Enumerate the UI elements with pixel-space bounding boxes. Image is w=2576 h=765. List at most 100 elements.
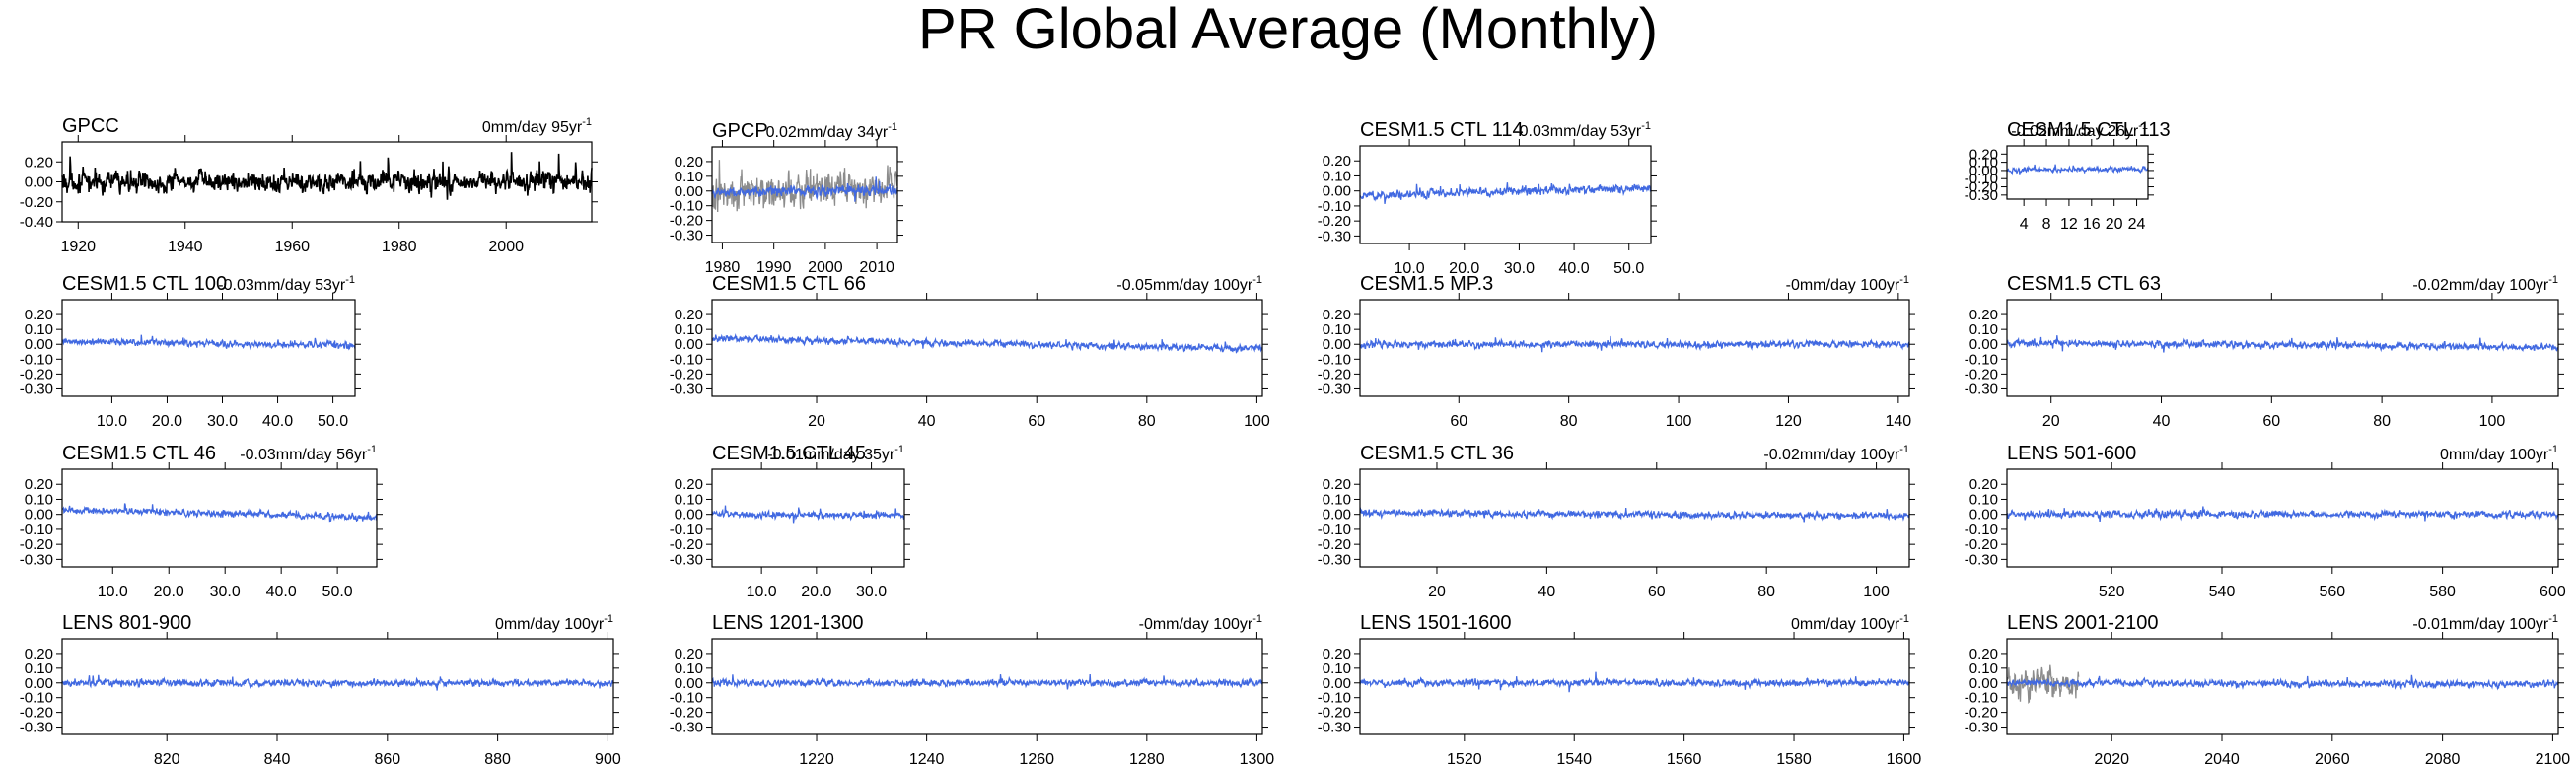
- y-tick-label: -0.30: [670, 228, 703, 244]
- panel-title: CESM1.5 CTL 66: [712, 273, 866, 295]
- trend-exponent: -1: [582, 116, 592, 128]
- y-tick-label: 0.00: [25, 174, 53, 191]
- x-tick-label: 2010: [859, 259, 894, 276]
- panel-14: 0.200.100.00-0.10-0.20-0.30 1520 1540 1560 1…: [1318, 612, 1922, 765]
- y-tick-label: -0.20: [670, 536, 703, 553]
- y-tick-label: -0.10: [20, 522, 53, 538]
- y-tick-label: -0.20: [1965, 536, 1998, 553]
- trend-exponent: -1: [604, 613, 613, 625]
- x-tick-label: 520: [2099, 584, 2125, 600]
- x-tick-label: 1300: [1240, 751, 1275, 765]
- series-line-0: [1359, 507, 1910, 523]
- series-line-0: [61, 503, 378, 523]
- y-tick-label: 0.10: [1323, 491, 1351, 508]
- y-tick-label: -0.30: [1965, 381, 1998, 397]
- series-line-0: [61, 152, 593, 200]
- x-tick-label: 20.0: [154, 584, 184, 600]
- series-line-0: [1359, 182, 1652, 204]
- series-line-0: [61, 334, 356, 351]
- y-tick-label: -0.30: [1318, 720, 1351, 736]
- x-tick-label: 2000: [488, 239, 524, 255]
- x-tick-label: 840: [264, 751, 291, 765]
- panel-title: CESM1.5 CTL 113: [2007, 119, 2171, 141]
- y-tick-label: 0.00: [1969, 336, 1998, 353]
- x-tick-label: 10.0: [98, 584, 128, 600]
- trend-label: -0.03mm/day 53yr-1: [218, 274, 355, 294]
- x-tick-label: 30.0: [207, 413, 238, 430]
- x-tick-label: 10.0: [97, 413, 127, 430]
- y-tick-label: -0.10: [670, 198, 703, 215]
- plot-frame: [711, 638, 1263, 735]
- panel-6: 0.200.100.00-0.10-0.20-0.30 60 80 100 120 140…: [1318, 273, 1915, 430]
- trend-exponent: -1: [345, 274, 355, 286]
- trend-label: 0.02mm/day 34yr-1: [766, 121, 897, 141]
- y-tick-label: 0.10: [1323, 661, 1351, 677]
- y-tick-label: 0.00: [675, 675, 703, 692]
- y-tick-label: 0.20: [675, 476, 703, 493]
- x-tick-label: 900: [595, 751, 621, 765]
- x-tick-label: 80: [1138, 413, 1156, 430]
- x-tick-label: 20: [1428, 584, 1446, 600]
- x-tick-label: 1260: [1019, 751, 1054, 765]
- panel-5: 0.200.100.00-0.10-0.20-0.30 20 40 60 80 100 CE…: [670, 273, 1270, 430]
- y-tick-label: -0.10: [1318, 690, 1351, 707]
- trend-label: -0.02mm/day 100yr-1: [2412, 274, 2558, 294]
- x-tick-label: 50.0: [318, 413, 348, 430]
- x-tick-label: 10.0: [1395, 260, 1425, 277]
- trend-label: -0.01mm/day 35yr-1: [767, 444, 904, 463]
- x-tick-label: 580: [2429, 584, 2456, 600]
- x-tick-label: 1560: [1667, 751, 1702, 765]
- y-tick-label: 0.00: [675, 183, 703, 200]
- x-tick-label: 1980: [705, 259, 741, 276]
- panel-3: 0.200.100.00-0.10-0.20-0.30 4 8 12 16 20 24 CES…: [1965, 119, 2171, 233]
- y-tick-label: -0.30: [20, 551, 53, 568]
- y-tick-label: -0.40: [20, 214, 53, 231]
- y-tick-label: -0.10: [1965, 522, 1998, 538]
- trend-exponent: -1: [1641, 120, 1651, 132]
- y-tick-label: 0.20: [1323, 307, 1351, 323]
- x-tick-label: 100: [2479, 413, 2506, 430]
- x-tick-label: 60: [1028, 413, 1045, 430]
- panel-2: 0.200.100.00-0.10-0.20-0.30 10.0 20.0 30.0 4…: [1318, 119, 1657, 277]
- x-tick-label: 1540: [1556, 751, 1592, 765]
- plot-frame: [61, 299, 356, 397]
- x-tick-label: 2060: [2315, 751, 2350, 765]
- x-tick-label: 40: [2153, 413, 2171, 430]
- y-tick-label: -0.20: [1965, 179, 1998, 196]
- y-tick-label: -0.30: [1318, 551, 1351, 568]
- trend-label: -0.02mm/day 26yr-1: [2011, 120, 2148, 140]
- panel-11: 0.200.100.00-0.10-0.20-0.30 520 540 560 580 6…: [1965, 443, 2566, 600]
- plot-frame: [2006, 299, 2559, 397]
- x-tick-label: 100: [1863, 584, 1890, 600]
- x-tick-label: 8: [2042, 216, 2051, 233]
- y-tick-label: -0.10: [1965, 690, 1998, 707]
- panel-title: LENS 1201-1300: [712, 612, 863, 634]
- panel-title: CESM1.5 CTL 100: [62, 273, 227, 295]
- y-tick-label: 0.00: [25, 507, 53, 523]
- plot-frame: [1359, 468, 1910, 568]
- panel-15: 0.200.100.00-0.10-0.20-0.30 2020 2040 2060 2…: [1965, 612, 2571, 765]
- series-line-0: [2006, 164, 2149, 176]
- x-tick-label: 20: [2042, 413, 2060, 430]
- panel-title: CESM1.5 CTL 46: [62, 443, 216, 464]
- y-tick-label: 0.20: [1323, 153, 1351, 170]
- plot-frame: [1359, 145, 1652, 244]
- y-tick-label: -0.20: [20, 536, 53, 553]
- trend-exponent: -1: [1899, 274, 1909, 286]
- y-tick-label: 0.20: [1323, 476, 1351, 493]
- series-line-0: [2006, 506, 2559, 522]
- y-tick-label: -0.10: [1965, 351, 1998, 368]
- y-tick-label: 0.00: [1969, 675, 1998, 692]
- trend-label: -0.03mm/day 56yr-1: [240, 444, 377, 463]
- series-line-0: [1359, 671, 1910, 693]
- x-tick-label: 1940: [168, 239, 203, 255]
- trend-label: -0mm/day 100yr-1: [1786, 274, 1909, 294]
- y-tick-label: -0.20: [670, 705, 703, 722]
- x-tick-label: 2040: [2204, 751, 2240, 765]
- y-tick-label: -0.20: [670, 366, 703, 382]
- series-line-0: [711, 505, 905, 524]
- trend-label: 0mm/day 95yr-1: [482, 116, 592, 136]
- x-tick-label: 30.0: [1504, 260, 1535, 277]
- y-tick-label: 0.00: [1969, 163, 1998, 179]
- panel-title: CESM1.5 CTL 114: [1360, 119, 1524, 141]
